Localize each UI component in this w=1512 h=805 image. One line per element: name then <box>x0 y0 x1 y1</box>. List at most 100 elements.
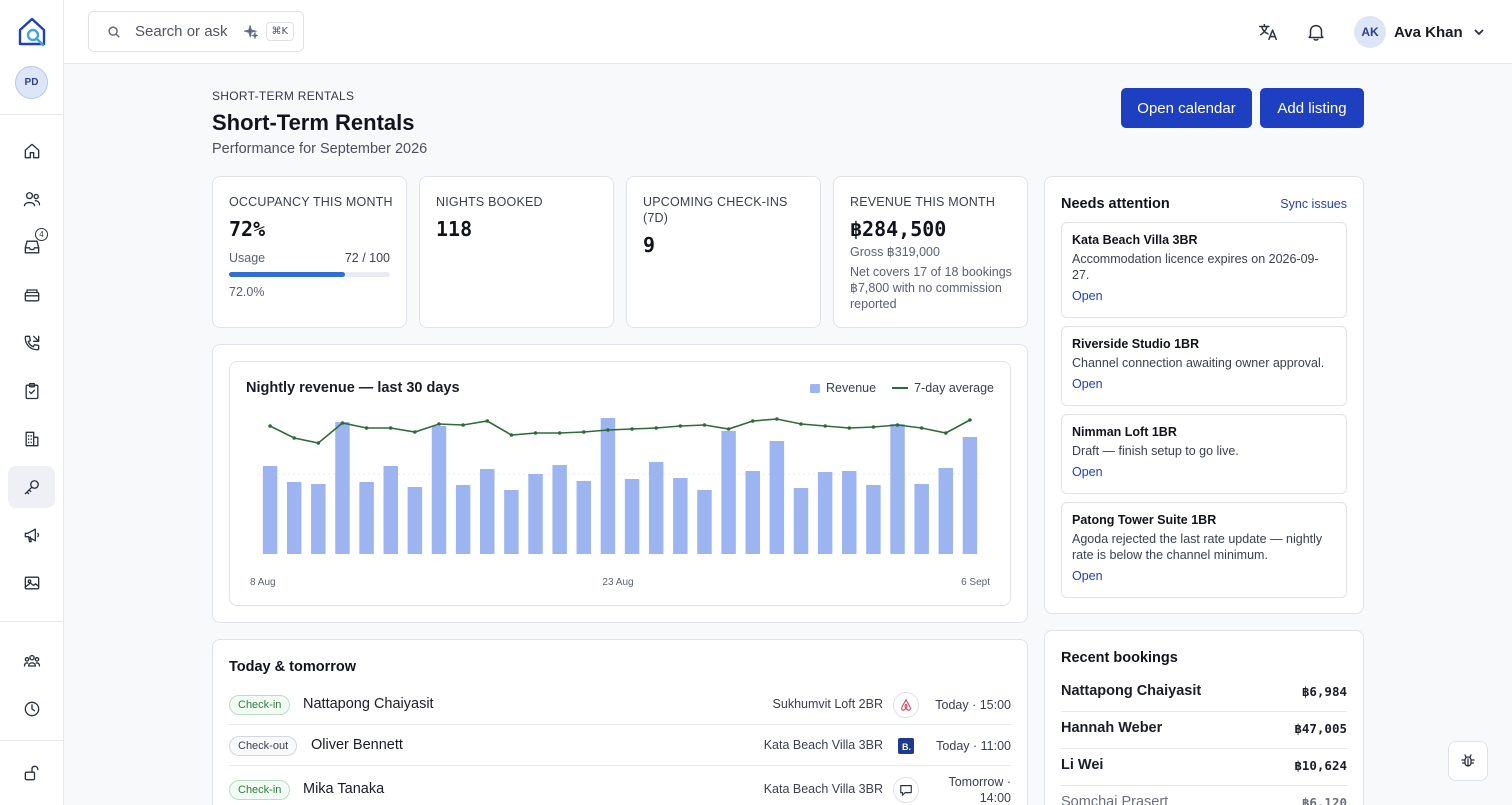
average-point <box>750 419 755 423</box>
workspace-avatar[interactable]: PD <box>15 66 48 99</box>
booking-com-icon: B. <box>893 733 919 759</box>
search-box[interactable]: Search or ask ⌘K <box>88 11 304 52</box>
kpi-nights-card: NIGHTS BOOKED 118 <box>419 176 614 328</box>
revenue-bar[interactable] <box>359 482 374 554</box>
revenue-bar[interactable] <box>842 471 857 554</box>
revenue-bar[interactable] <box>721 431 736 554</box>
booking-amount: ฿10,624 <box>1294 758 1347 773</box>
kpi-value: 72% <box>229 217 266 241</box>
revenue-bar[interactable] <box>624 479 640 554</box>
revenue-bar[interactable] <box>938 468 954 554</box>
average-point <box>944 431 948 435</box>
average-point <box>919 426 924 430</box>
revenue-bar[interactable] <box>576 481 592 554</box>
revenue-bar[interactable] <box>455 485 471 554</box>
open-calendar-button[interactable]: Open calendar <box>1121 88 1252 128</box>
revenue-bar[interactable] <box>769 441 785 554</box>
revenue-chart: Nightly revenue — last 30 days Revenue 7… <box>229 361 1011 606</box>
sparkle-icon[interactable] <box>243 24 258 39</box>
notifications-button[interactable] <box>1305 21 1327 43</box>
revenue-bar[interactable] <box>552 465 567 554</box>
sidebar-item-tasks[interactable] <box>8 370 55 412</box>
attention-open-link[interactable]: Open <box>1072 465 1103 479</box>
revenue-bar[interactable] <box>866 485 881 554</box>
booking-row[interactable]: Nattapong Chaiyasit ฿6,984 <box>1061 675 1347 712</box>
revenue-bar[interactable] <box>431 426 447 554</box>
average-point <box>630 427 634 431</box>
support-button[interactable] <box>1448 741 1488 781</box>
attention-item-title: Kata Beach Villa 3BR <box>1072 233 1198 247</box>
schedule-row[interactable]: Check-in Mika Tanaka Kata Beach Villa 3B… <box>229 766 1011 805</box>
attention-item-text: Agoda rejected the last rate update — ni… <box>1072 532 1323 562</box>
revenue-bar[interactable] <box>600 418 616 554</box>
checkin-pill: Check-in <box>229 780 291 800</box>
average-point <box>678 424 683 428</box>
sidebar-item-calls[interactable] <box>8 322 55 364</box>
revenue-bar[interactable] <box>383 466 398 554</box>
app-logo-icon[interactable] <box>16 16 48 48</box>
revenue-bar[interactable] <box>745 471 760 554</box>
revenue-bar[interactable] <box>890 424 905 554</box>
sidebar-item-people[interactable] <box>8 178 55 220</box>
average-point <box>340 421 345 425</box>
booking-row[interactable]: Li Wei ฿10,624 <box>1061 749 1347 786</box>
revenue-bar[interactable] <box>286 482 302 554</box>
sidebar-item-media[interactable] <box>8 562 55 604</box>
sidebar-item-rentals[interactable] <box>8 466 55 508</box>
revenue-bar[interactable] <box>914 484 929 554</box>
revenue-bar[interactable] <box>407 487 423 554</box>
booking-guest: Nattapong Chaiyasit <box>1061 683 1202 699</box>
sidebar-item-access[interactable] <box>8 752 55 794</box>
page-title: Short-Term Rentals <box>212 110 415 135</box>
sidebar-item-archive[interactable] <box>8 274 55 316</box>
revenue-bar[interactable] <box>648 462 664 554</box>
revenue-bar[interactable] <box>697 490 712 554</box>
attention-open-link[interactable]: Open <box>1072 289 1103 303</box>
revenue-bar[interactable] <box>480 469 495 554</box>
add-listing-button[interactable]: Add listing <box>1260 88 1364 128</box>
average-point <box>775 417 779 421</box>
svg-text:B.: B. <box>902 742 911 752</box>
search-input[interactable]: Search or ask <box>135 23 228 40</box>
user-menu[interactable]: AK Ava Khan <box>1354 15 1485 49</box>
revenue-bar[interactable] <box>262 466 278 554</box>
average-point <box>292 436 296 440</box>
revenue-bar[interactable] <box>504 490 519 554</box>
revenue-bar[interactable] <box>335 422 350 554</box>
sidebar-item-team[interactable] <box>8 640 55 682</box>
chart-title: Nightly revenue — last 30 days <box>246 380 460 396</box>
sidebar-item-history[interactable] <box>8 688 55 730</box>
revenue-bar[interactable] <box>311 484 326 554</box>
sidebar-item-marketing[interactable] <box>8 514 55 556</box>
sync-issues-link[interactable]: Sync issues <box>1280 197 1347 211</box>
needs-attention-card: Needs attention Sync issues Kata Beach V… <box>1044 176 1364 614</box>
attention-open-link[interactable]: Open <box>1072 569 1103 583</box>
translate-button[interactable] <box>1257 21 1279 43</box>
building-icon <box>25 431 38 447</box>
inbox-badge: 4 <box>35 228 48 241</box>
attention-open-link[interactable]: Open <box>1072 377 1103 391</box>
revenue-bar[interactable] <box>528 474 543 554</box>
checkout-pill: Check-out <box>229 736 298 756</box>
revenue-bar[interactable] <box>962 437 978 554</box>
revenue-bar[interactable] <box>817 472 833 554</box>
booking-row[interactable]: Hannah Weber ฿47,005 <box>1061 712 1347 749</box>
sidebar-divider <box>0 740 63 741</box>
average-point <box>533 431 538 435</box>
schedule-row[interactable]: Check-out Oliver Bennett Kata Beach Vill… <box>229 725 1011 766</box>
attention-item-title: Riverside Studio 1BR <box>1072 337 1200 351</box>
revenue-bar[interactable] <box>673 478 688 554</box>
sidebar-divider <box>0 621 63 622</box>
sidebar-item-home[interactable] <box>8 130 55 172</box>
sidebar-item-inbox[interactable]: 4 <box>8 226 55 268</box>
team-icon <box>23 654 40 667</box>
booking-row[interactable]: Somchai Prasert ฿6,120 <box>1061 786 1347 805</box>
home-icon <box>24 143 39 159</box>
revenue-bar[interactable] <box>793 488 809 554</box>
sidebar-item-properties[interactable] <box>8 418 55 460</box>
schedule-time: Tomorrow · 14:00 <box>948 775 1011 805</box>
chat-icon <box>893 777 919 803</box>
phone-icon <box>24 335 39 351</box>
schedule-row[interactable]: Check-in Nattapong Chaiyasit Sukhumvit L… <box>229 684 1011 725</box>
kpi-value: ฿284,500 <box>850 217 947 241</box>
